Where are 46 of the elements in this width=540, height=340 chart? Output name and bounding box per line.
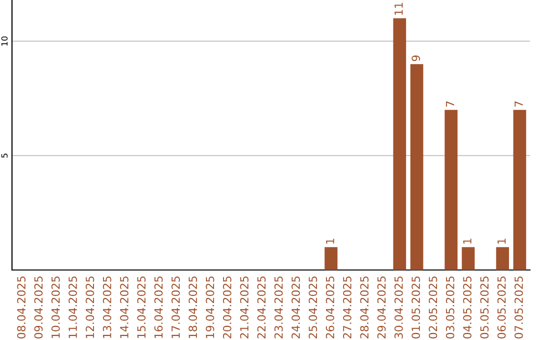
data-label: 1 bbox=[498, 238, 506, 244]
x-tick-label: 16.04.2025 bbox=[154, 276, 163, 338]
x-tick-label: 26.04.2025 bbox=[326, 276, 334, 338]
x-tick-label: 27.04.2025 bbox=[343, 276, 352, 338]
x-tick-label: 04.05.2025 bbox=[463, 276, 472, 338]
x-tick-label: 17.04.2025 bbox=[171, 276, 180, 338]
bar bbox=[393, 18, 406, 270]
x-tick-label: 25.04.2025 bbox=[308, 276, 318, 338]
x-tick-label: 03.05.2025 bbox=[446, 276, 454, 338]
x-tick-label: 22.04.2025 bbox=[257, 276, 266, 338]
bar bbox=[496, 247, 509, 270]
x-tick-label: 07.05.2025 bbox=[514, 276, 523, 338]
x-tick-label: 06.05.2025 bbox=[497, 276, 506, 338]
x-tick-label: 29.04.2025 bbox=[377, 276, 386, 338]
bar bbox=[462, 247, 475, 270]
x-tick-label: 23.04.2025 bbox=[274, 276, 283, 338]
x-tick-label: 20.04.2025 bbox=[222, 276, 232, 338]
data-label: 7 bbox=[514, 101, 523, 107]
x-tick-label: 28.04.2025 bbox=[360, 276, 369, 338]
bar bbox=[444, 110, 458, 270]
x-tick-label: 10.04.2025 bbox=[51, 276, 60, 338]
bar bbox=[513, 110, 526, 270]
data-label: 7 bbox=[446, 101, 454, 107]
x-tick-label: 08.04.2025 bbox=[17, 276, 26, 338]
x-tick-label: 13.04.2025 bbox=[102, 276, 112, 338]
data-label: 9 bbox=[412, 55, 420, 62]
x-tick-label: 11.04.2025 bbox=[68, 276, 77, 338]
data-label: 1 bbox=[326, 238, 334, 244]
y-tick-label: 5 bbox=[1, 154, 8, 158]
x-tick-label: 09.04.2025 bbox=[34, 276, 43, 338]
x-tick-label: 24.04.2025 bbox=[292, 276, 300, 338]
bar bbox=[410, 64, 424, 270]
x-tick-label: 14.04.2025 bbox=[120, 276, 128, 338]
data-label: 11 bbox=[394, 2, 403, 15]
x-tick-label: 12.04.2025 bbox=[86, 276, 94, 338]
data-label: 1 bbox=[463, 238, 472, 244]
x-tick-label: 19.04.2025 bbox=[206, 276, 214, 338]
x-tick-label: 21.04.2025 bbox=[240, 276, 248, 338]
x-tick-label: 18.04.2025 bbox=[188, 276, 198, 338]
x-tick-label: 15.04.2025 bbox=[137, 276, 146, 338]
x-tick-label: 05.05.2025 bbox=[480, 276, 489, 338]
x-tick-label: 30.04.2025 bbox=[394, 276, 403, 338]
bar bbox=[324, 247, 338, 270]
y-tick-label: 10 bbox=[1, 36, 8, 46]
x-tick-label: 02.05.2025 bbox=[428, 276, 438, 338]
x-tick-label: 01.05.2025 bbox=[412, 276, 420, 338]
